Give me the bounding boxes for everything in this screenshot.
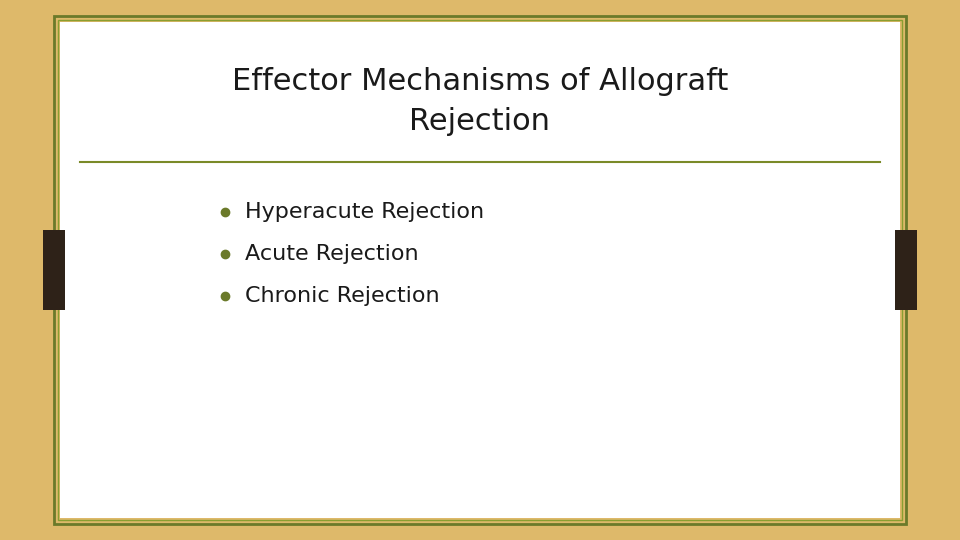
Text: Effector Mechanisms of Allograft: Effector Mechanisms of Allograft <box>231 68 729 97</box>
Bar <box>895 230 917 310</box>
Bar <box>60 22 900 518</box>
Text: Chronic Rejection: Chronic Rejection <box>245 286 440 306</box>
Bar <box>54 16 906 524</box>
Bar <box>58 20 902 520</box>
Text: Hyperacute Rejection: Hyperacute Rejection <box>245 202 484 222</box>
Text: Acute Rejection: Acute Rejection <box>245 244 419 264</box>
Bar <box>43 230 65 310</box>
Text: Rejection: Rejection <box>410 107 550 137</box>
